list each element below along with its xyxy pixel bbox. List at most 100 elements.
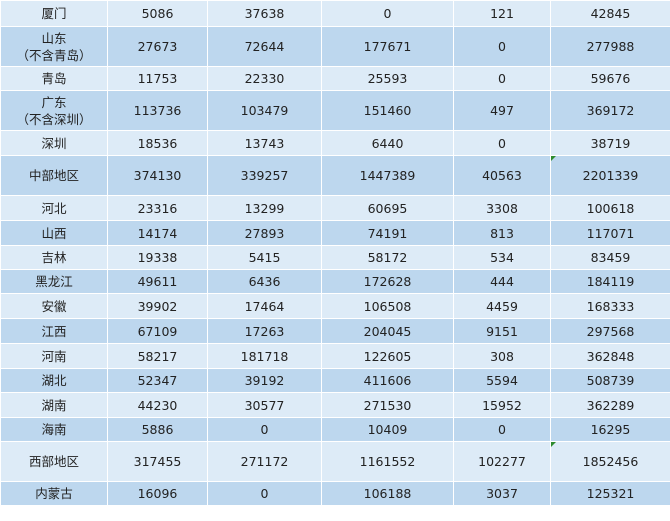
cell-value: 44230 xyxy=(107,392,208,418)
cell-value: 49611 xyxy=(107,269,208,294)
cell-value: 374130 xyxy=(107,155,208,196)
cell-value: 1852456 xyxy=(550,441,670,482)
table-row: 河北 23316 13299 60695 3308 100618 xyxy=(0,195,670,221)
cell-value: 0 xyxy=(207,481,322,506)
cell-value: 339257 xyxy=(207,155,322,196)
cell-value: 0 xyxy=(453,66,551,91)
cell-value: 30577 xyxy=(207,392,322,418)
data-table: 厦门 5086 37638 0 121 42845 山东 （不含青岛） 2767… xyxy=(0,0,670,506)
cell-value: 362848 xyxy=(550,343,670,369)
cell-value: 2201339 xyxy=(550,155,670,196)
cell-value: 411606 xyxy=(321,368,454,393)
cell-value: 23316 xyxy=(107,195,208,221)
cell-value: 168333 xyxy=(550,293,670,319)
cell-value: 125321 xyxy=(550,481,670,506)
cell-value: 106508 xyxy=(321,293,454,319)
cell-value: 11753 xyxy=(107,66,208,91)
cell-value: 39902 xyxy=(107,293,208,319)
region-name: 西部地区 xyxy=(0,441,108,482)
cell-value: 369172 xyxy=(550,90,670,131)
table-row: 海南 5886 0 10409 0 16295 xyxy=(0,417,670,442)
region-name: 青岛 xyxy=(0,66,108,91)
cell-value: 102277 xyxy=(453,441,551,482)
cell-value: 58172 xyxy=(321,245,454,270)
cell-value: 9151 xyxy=(453,318,551,344)
table-row: 黑龙江 49611 6436 172628 444 184119 xyxy=(0,269,670,294)
cell-value: 27893 xyxy=(207,220,322,246)
region-name-line: 山东 xyxy=(41,30,67,46)
cell-value: 271530 xyxy=(321,392,454,418)
cell-value: 271172 xyxy=(207,441,322,482)
table-row: 江西 67109 17263 204045 9151 297568 xyxy=(0,318,670,344)
cell-value: 16295 xyxy=(550,417,670,442)
cell-value: 177671 xyxy=(321,26,454,67)
region-name: 深圳 xyxy=(0,130,108,156)
cell-value: 497 xyxy=(453,90,551,131)
cell-value: 308 xyxy=(453,343,551,369)
table-row: 安徽 39902 17464 106508 4459 168333 xyxy=(0,293,670,319)
region-name: 安徽 xyxy=(0,293,108,319)
cell-value: 3308 xyxy=(453,195,551,221)
cell-value: 42845 xyxy=(550,0,670,27)
cell-value: 181718 xyxy=(207,343,322,369)
table-row: 西部地区 317455 271172 1161552 102277 185245… xyxy=(0,441,670,482)
region-name: 湖南 xyxy=(0,392,108,418)
table-row: 厦门 5086 37638 0 121 42845 xyxy=(0,0,670,27)
cell-value: 5086 xyxy=(107,0,208,27)
cell-value: 15952 xyxy=(453,392,551,418)
cell-value: 0 xyxy=(453,417,551,442)
cell-value: 534 xyxy=(453,245,551,270)
cell-value: 5415 xyxy=(207,245,322,270)
region-name-line: 广东 xyxy=(41,94,67,110)
table-row: 广东 （不含深圳） 113736 103479 151460 497 36917… xyxy=(0,90,670,131)
cell-value: 317455 xyxy=(107,441,208,482)
cell-value: 1161552 xyxy=(321,441,454,482)
region-name-note: （不含深圳） xyxy=(16,111,92,127)
table-row: 山东 （不含青岛） 27673 72644 177671 0 277988 xyxy=(0,26,670,67)
cell-value: 106188 xyxy=(321,481,454,506)
cell-value: 103479 xyxy=(207,90,322,131)
cell-value: 13743 xyxy=(207,130,322,156)
cell-value: 0 xyxy=(453,26,551,67)
cell-value: 18536 xyxy=(107,130,208,156)
cell-value: 13299 xyxy=(207,195,322,221)
cell-value: 25593 xyxy=(321,66,454,91)
cell-value: 277988 xyxy=(550,26,670,67)
region-name: 吉林 xyxy=(0,245,108,270)
cell-value: 39192 xyxy=(207,368,322,393)
table-row: 河南 58217 181718 122605 308 362848 xyxy=(0,343,670,369)
cell-value: 117071 xyxy=(550,220,670,246)
region-name: 山西 xyxy=(0,220,108,246)
cell-value: 5594 xyxy=(453,368,551,393)
cell-value: 297568 xyxy=(550,318,670,344)
table-row: 深圳 18536 13743 6440 0 38719 xyxy=(0,130,670,156)
cell-value: 5886 xyxy=(107,417,208,442)
table-row: 吉林 19338 5415 58172 534 83459 xyxy=(0,245,670,270)
table-row: 湖南 44230 30577 271530 15952 362289 xyxy=(0,392,670,418)
region-name: 中部地区 xyxy=(0,155,108,196)
cell-value: 6436 xyxy=(207,269,322,294)
cell-value: 121 xyxy=(453,0,551,27)
cell-value: 72644 xyxy=(207,26,322,67)
cell-value: 38719 xyxy=(550,130,670,156)
cell-value: 17464 xyxy=(207,293,322,319)
cell-value: 16096 xyxy=(107,481,208,506)
cell-value: 14174 xyxy=(107,220,208,246)
cell-value: 40563 xyxy=(453,155,551,196)
cell-value: 151460 xyxy=(321,90,454,131)
cell-value: 0 xyxy=(321,0,454,27)
region-name: 黑龙江 xyxy=(0,269,108,294)
region-name-note: （不含青岛） xyxy=(16,47,92,63)
cell-value: 10409 xyxy=(321,417,454,442)
table-row: 山西 14174 27893 74191 813 117071 xyxy=(0,220,670,246)
cell-value: 83459 xyxy=(550,245,670,270)
cell-value: 184119 xyxy=(550,269,670,294)
cell-value: 362289 xyxy=(550,392,670,418)
cell-value: 4459 xyxy=(453,293,551,319)
cell-value: 52347 xyxy=(107,368,208,393)
region-name: 内蒙古 xyxy=(0,481,108,506)
cell-value: 27673 xyxy=(107,26,208,67)
cell-value: 1447389 xyxy=(321,155,454,196)
cell-value: 74191 xyxy=(321,220,454,246)
cell-value: 508739 xyxy=(550,368,670,393)
